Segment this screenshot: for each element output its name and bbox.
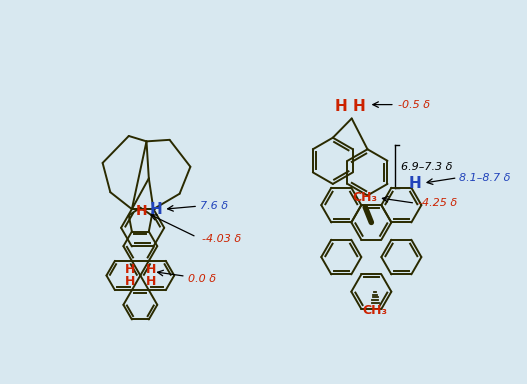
Text: 6.9–7.3 δ: 6.9–7.3 δ <box>402 162 453 172</box>
Text: H: H <box>146 275 157 288</box>
Text: 8.1–8.7 δ: 8.1–8.7 δ <box>459 173 511 183</box>
Text: 7.6 δ: 7.6 δ <box>200 201 228 211</box>
Text: H: H <box>124 275 135 288</box>
Text: H: H <box>335 99 347 114</box>
Text: CH₃: CH₃ <box>353 191 378 204</box>
Text: -0.5 δ: -0.5 δ <box>398 99 430 109</box>
Text: -4.03 δ: -4.03 δ <box>202 234 241 244</box>
Text: H: H <box>124 263 135 276</box>
Text: H: H <box>146 263 157 276</box>
Text: CH₃: CH₃ <box>363 304 388 317</box>
Text: H: H <box>149 202 162 217</box>
Text: H: H <box>353 99 366 114</box>
Text: H: H <box>409 176 422 191</box>
Text: 0.0 δ: 0.0 δ <box>188 273 216 283</box>
Text: H: H <box>135 204 147 218</box>
Text: -4.25 δ: -4.25 δ <box>417 198 457 208</box>
